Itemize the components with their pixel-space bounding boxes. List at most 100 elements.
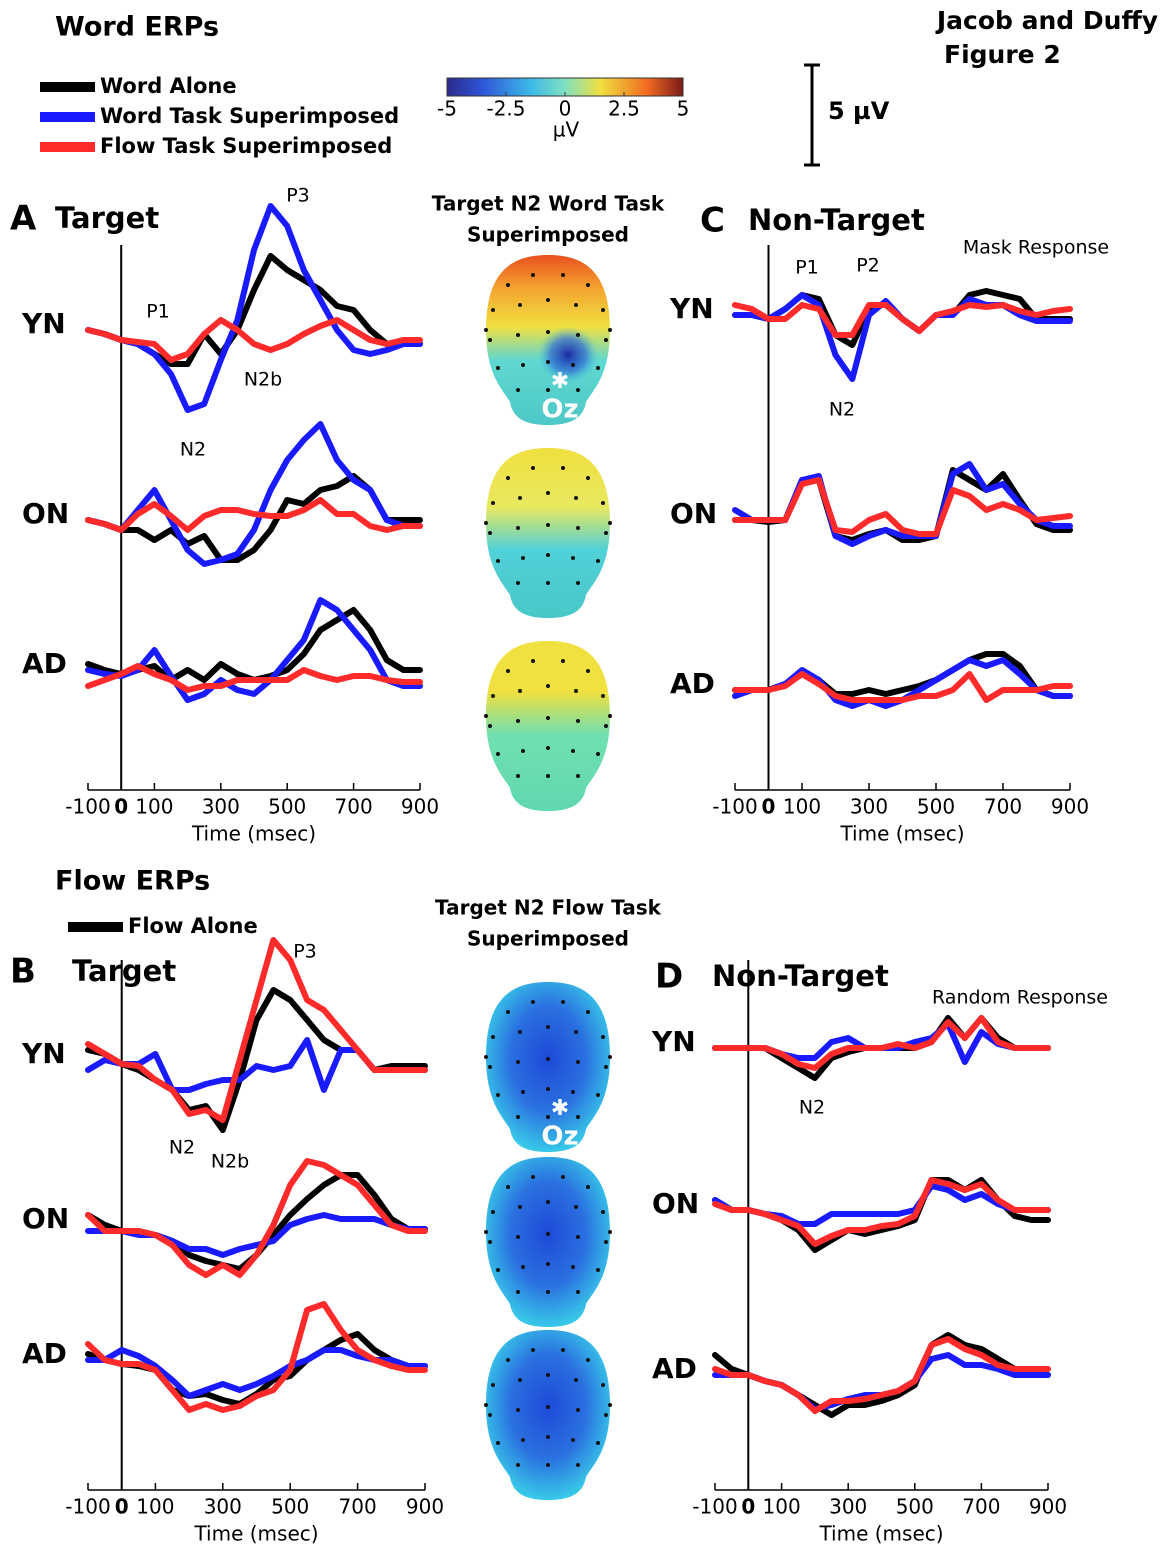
electrode [491, 1383, 495, 1387]
panel-letter: B [10, 952, 36, 992]
x-tick-label: 700 [984, 795, 1022, 819]
figure: Word ERPs Flow ERPs Jacob and Duffy Figure … [0, 0, 1163, 1551]
peak-annotation: N2b [211, 1151, 249, 1173]
electrode [546, 491, 550, 495]
electrode [596, 752, 600, 756]
electrode [571, 1438, 575, 1442]
electrode [531, 1000, 535, 1004]
electrode [546, 716, 550, 720]
x-tick-label: 900 [406, 1495, 444, 1519]
authors: Jacob and Duffy [935, 6, 1158, 35]
electrode [484, 1230, 488, 1234]
x-tick-label: 100 [135, 795, 173, 819]
x-tick-label: 300 [829, 1495, 867, 1519]
electrode [576, 1235, 580, 1239]
electrode [506, 669, 510, 673]
electrode [546, 1435, 550, 1439]
electrode [576, 719, 580, 723]
panel-letter: C [700, 201, 725, 241]
panel-title: Non-Target [748, 203, 925, 237]
x-tick-label: 100 [783, 795, 821, 819]
electrode [596, 1268, 600, 1272]
electrode [531, 1175, 535, 1179]
electrode [576, 388, 580, 392]
x-tick-label: 900 [401, 795, 439, 819]
row-label: AD [670, 667, 715, 700]
topomap-head [486, 1157, 610, 1327]
figure-label: Figure 2 [944, 40, 1061, 69]
electrode [604, 531, 608, 535]
electrode-star: ✱ [551, 1096, 569, 1121]
row-label: YN [669, 292, 714, 325]
electrode [596, 366, 600, 370]
legend-label: Flow Alone [128, 914, 258, 938]
electrode [601, 1210, 605, 1214]
electrode [516, 1060, 520, 1064]
electrode [561, 1348, 565, 1352]
electrode [546, 523, 550, 527]
row-label: AD [22, 647, 67, 680]
topomap-head [486, 448, 610, 618]
x-axis-label: Time (msec) [818, 1522, 943, 1546]
electrode [516, 1408, 520, 1412]
electrode [488, 1065, 492, 1069]
electrode [608, 714, 612, 718]
electrode [516, 719, 520, 723]
section-title: Word ERPs [55, 12, 219, 43]
x-tick-label: 0 [114, 795, 128, 819]
x-tick-label: 900 [1051, 795, 1089, 819]
electrode [546, 553, 550, 557]
electrode [546, 1290, 550, 1294]
electrode [516, 526, 520, 530]
electrode [601, 501, 605, 505]
erp-trace [88, 424, 420, 564]
topomap-title: Superimposed [467, 927, 629, 951]
panel-title: Non-Target [712, 959, 889, 993]
electrode [576, 581, 580, 585]
erp-trace [735, 480, 1070, 534]
electrode [571, 1090, 575, 1094]
electrode [496, 559, 500, 563]
x-tick-label: 100 [136, 1495, 174, 1519]
electrode [546, 298, 550, 302]
x-tick-label: -100 [692, 1495, 737, 1519]
peak-annotation: N2 [799, 1097, 825, 1119]
x-tick-label: 300 [850, 795, 888, 819]
row-label: ON [652, 1187, 699, 1220]
x-tick-label: 700 [335, 795, 373, 819]
electrode [604, 1413, 608, 1417]
electrode [488, 724, 492, 728]
electrode [491, 1035, 495, 1039]
electrode [496, 1093, 500, 1097]
x-tick-label: -100 [65, 795, 110, 819]
electrode [596, 1093, 600, 1097]
electrode-star: ✱ [551, 369, 569, 394]
x-axis-label: Time (msec) [839, 822, 964, 846]
electrode [546, 1262, 550, 1266]
x-tick-label: 500 [917, 795, 955, 819]
electrode [518, 1205, 522, 1209]
electrode [496, 1268, 500, 1272]
electrode [484, 328, 488, 332]
electrode [516, 1290, 520, 1294]
figure-content: Word ERPs Flow ERPs Jacob and Duffy Figure … [10, 6, 1158, 1546]
electrode [561, 273, 565, 277]
electrode [546, 746, 550, 750]
electrode [484, 1055, 488, 1059]
electrode [516, 1463, 520, 1467]
electrode [546, 360, 550, 364]
electrode [608, 1055, 612, 1059]
electrode [531, 273, 535, 277]
electrode [546, 1405, 550, 1409]
topomap-head [486, 1330, 610, 1500]
x-tick-label: 500 [896, 1495, 934, 1519]
electrode [516, 1115, 520, 1119]
electrode [596, 559, 600, 563]
electrode [531, 1348, 535, 1352]
peak-annotation: Mask Response [963, 237, 1109, 259]
electrode [601, 1035, 605, 1039]
electrode [546, 1057, 550, 1061]
electrode [586, 283, 590, 287]
electrode [488, 1413, 492, 1417]
section-title: Flow ERPs [55, 866, 210, 897]
